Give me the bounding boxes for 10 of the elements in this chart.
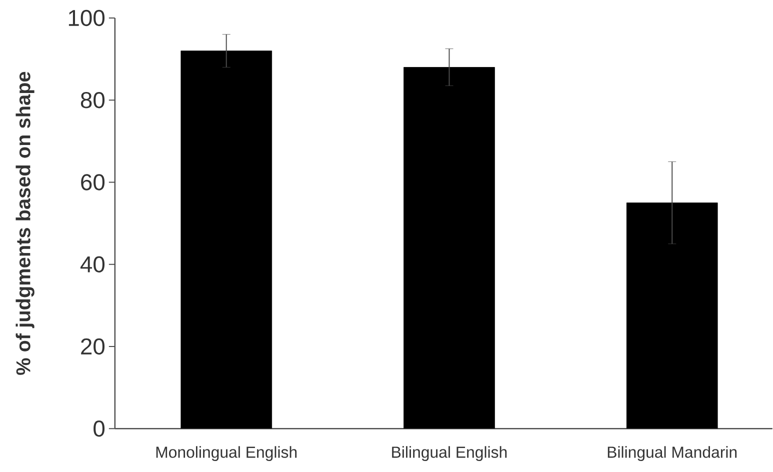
- y-tick-label: 60: [81, 174, 105, 191]
- x-tick-label: Bilingual Mandarin: [608, 446, 737, 462]
- y-tick-label: 40: [80, 256, 105, 273]
- y-tick-label: 80: [80, 92, 105, 108]
- y-tick-label: 20: [81, 338, 105, 355]
- y-axis-title: % of judgments based on shape: [16, 72, 34, 376]
- y-tick-label: 0: [94, 420, 105, 437]
- x-tick-label: Monolingual English: [156, 446, 297, 462]
- y-tick-label: 100: [68, 10, 105, 26]
- x-tick-label: Bilingual English: [392, 446, 507, 462]
